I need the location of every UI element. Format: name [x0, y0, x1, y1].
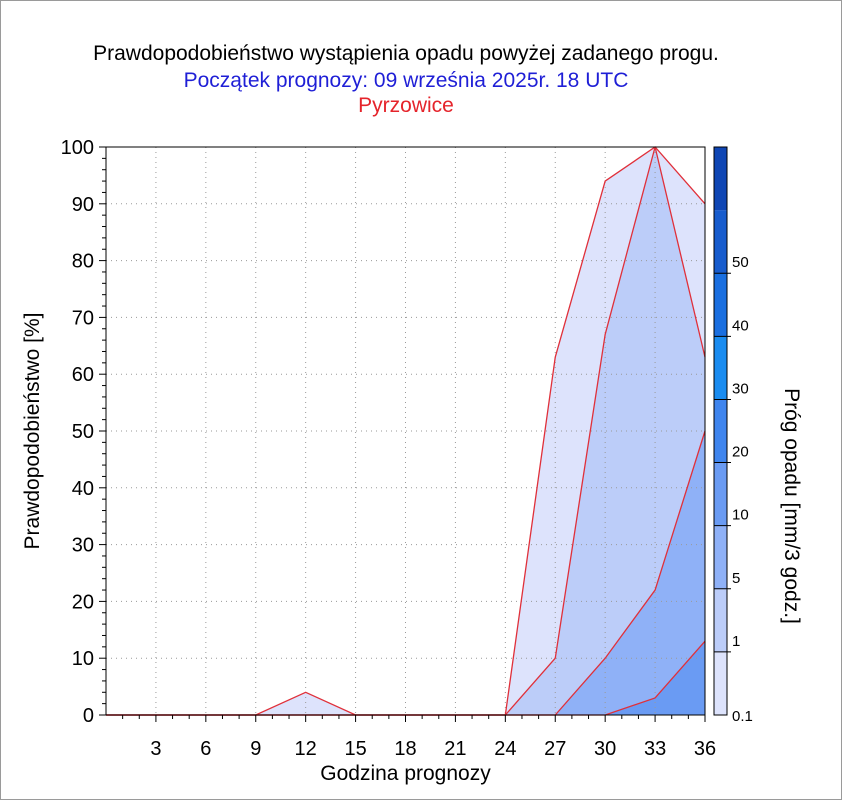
y-tick-label: 80 [72, 251, 94, 273]
y-tick-label: 100 [61, 137, 94, 159]
colorbar-segment [714, 210, 727, 274]
colorbar-label: Próg opadu [mm/3 godz.] [780, 388, 803, 624]
y-tick-label: 60 [72, 364, 94, 386]
colorbar-tick-label: 1 [732, 633, 740, 650]
area-threshold-2 [106, 431, 705, 715]
x-tick-label: 6 [200, 738, 211, 760]
x-axis-label: Godzina prognozy [320, 762, 491, 785]
colorbar-segment [714, 273, 727, 337]
x-tick-label: 18 [394, 738, 416, 760]
x-tick-label: 9 [250, 738, 261, 760]
y-axis: 0 10 20 30 40 50 60 70 80 90 100 [61, 137, 106, 727]
colorbar-segment [714, 336, 727, 400]
chart-subtitle: Początek prognozy: 09 września 2025r. 18… [183, 69, 629, 92]
colorbar-tick-label: 5 [732, 570, 740, 587]
x-axis: 3 6 9 12 15 18 21 24 27 30 33 36 [122, 715, 716, 760]
colorbar-tick-label: 20 [732, 444, 749, 461]
colorbar-tick-label: 10 [732, 507, 749, 524]
x-tick-label: 30 [594, 738, 616, 760]
y-tick-label: 90 [72, 194, 94, 216]
x-tick-label: 21 [444, 738, 466, 760]
y-tick-label: 0 [83, 705, 94, 727]
chart-location: Pyrzowice [358, 94, 454, 117]
y-tick-label: 50 [72, 421, 94, 443]
chart-title: Prawdopodobieństwo wystąpienia opadu pow… [93, 42, 719, 65]
colorbar-tick-label: 50 [732, 254, 749, 271]
colorbar-segment [714, 651, 727, 715]
x-tick-label: 36 [694, 738, 716, 760]
colorbar-segment [714, 462, 727, 526]
y-tick-label: 40 [72, 478, 94, 500]
area-threshold-3 [106, 641, 705, 715]
colorbar-segment [714, 399, 727, 463]
x-tick-label: 33 [644, 738, 666, 760]
colorbar-segment [714, 147, 727, 211]
x-tick-label: 12 [295, 738, 317, 760]
colorbar-segment [714, 525, 727, 589]
x-tick-label: 15 [344, 738, 366, 760]
y-tick-label: 10 [72, 648, 94, 670]
colorbar-border [713, 146, 728, 716]
y-tick-label: 30 [72, 535, 94, 557]
colorbar-tick-label: 40 [732, 317, 749, 334]
colorbar-tick-label: 0.1 [732, 708, 753, 725]
x-tick-label: 27 [544, 738, 566, 760]
colorbar-tick-label: 30 [732, 380, 749, 397]
y-axis-label: Prawdopodobieństwo [%] [21, 313, 44, 550]
y-tick-label: 20 [72, 591, 94, 613]
y-tick-label: 70 [72, 307, 94, 329]
x-tick-label: 3 [150, 738, 161, 760]
colorbar-segment [714, 588, 727, 652]
colorbar: 0.1 1 5 10 20 30 40 50 [713, 146, 753, 725]
x-tick-label: 24 [494, 738, 516, 760]
